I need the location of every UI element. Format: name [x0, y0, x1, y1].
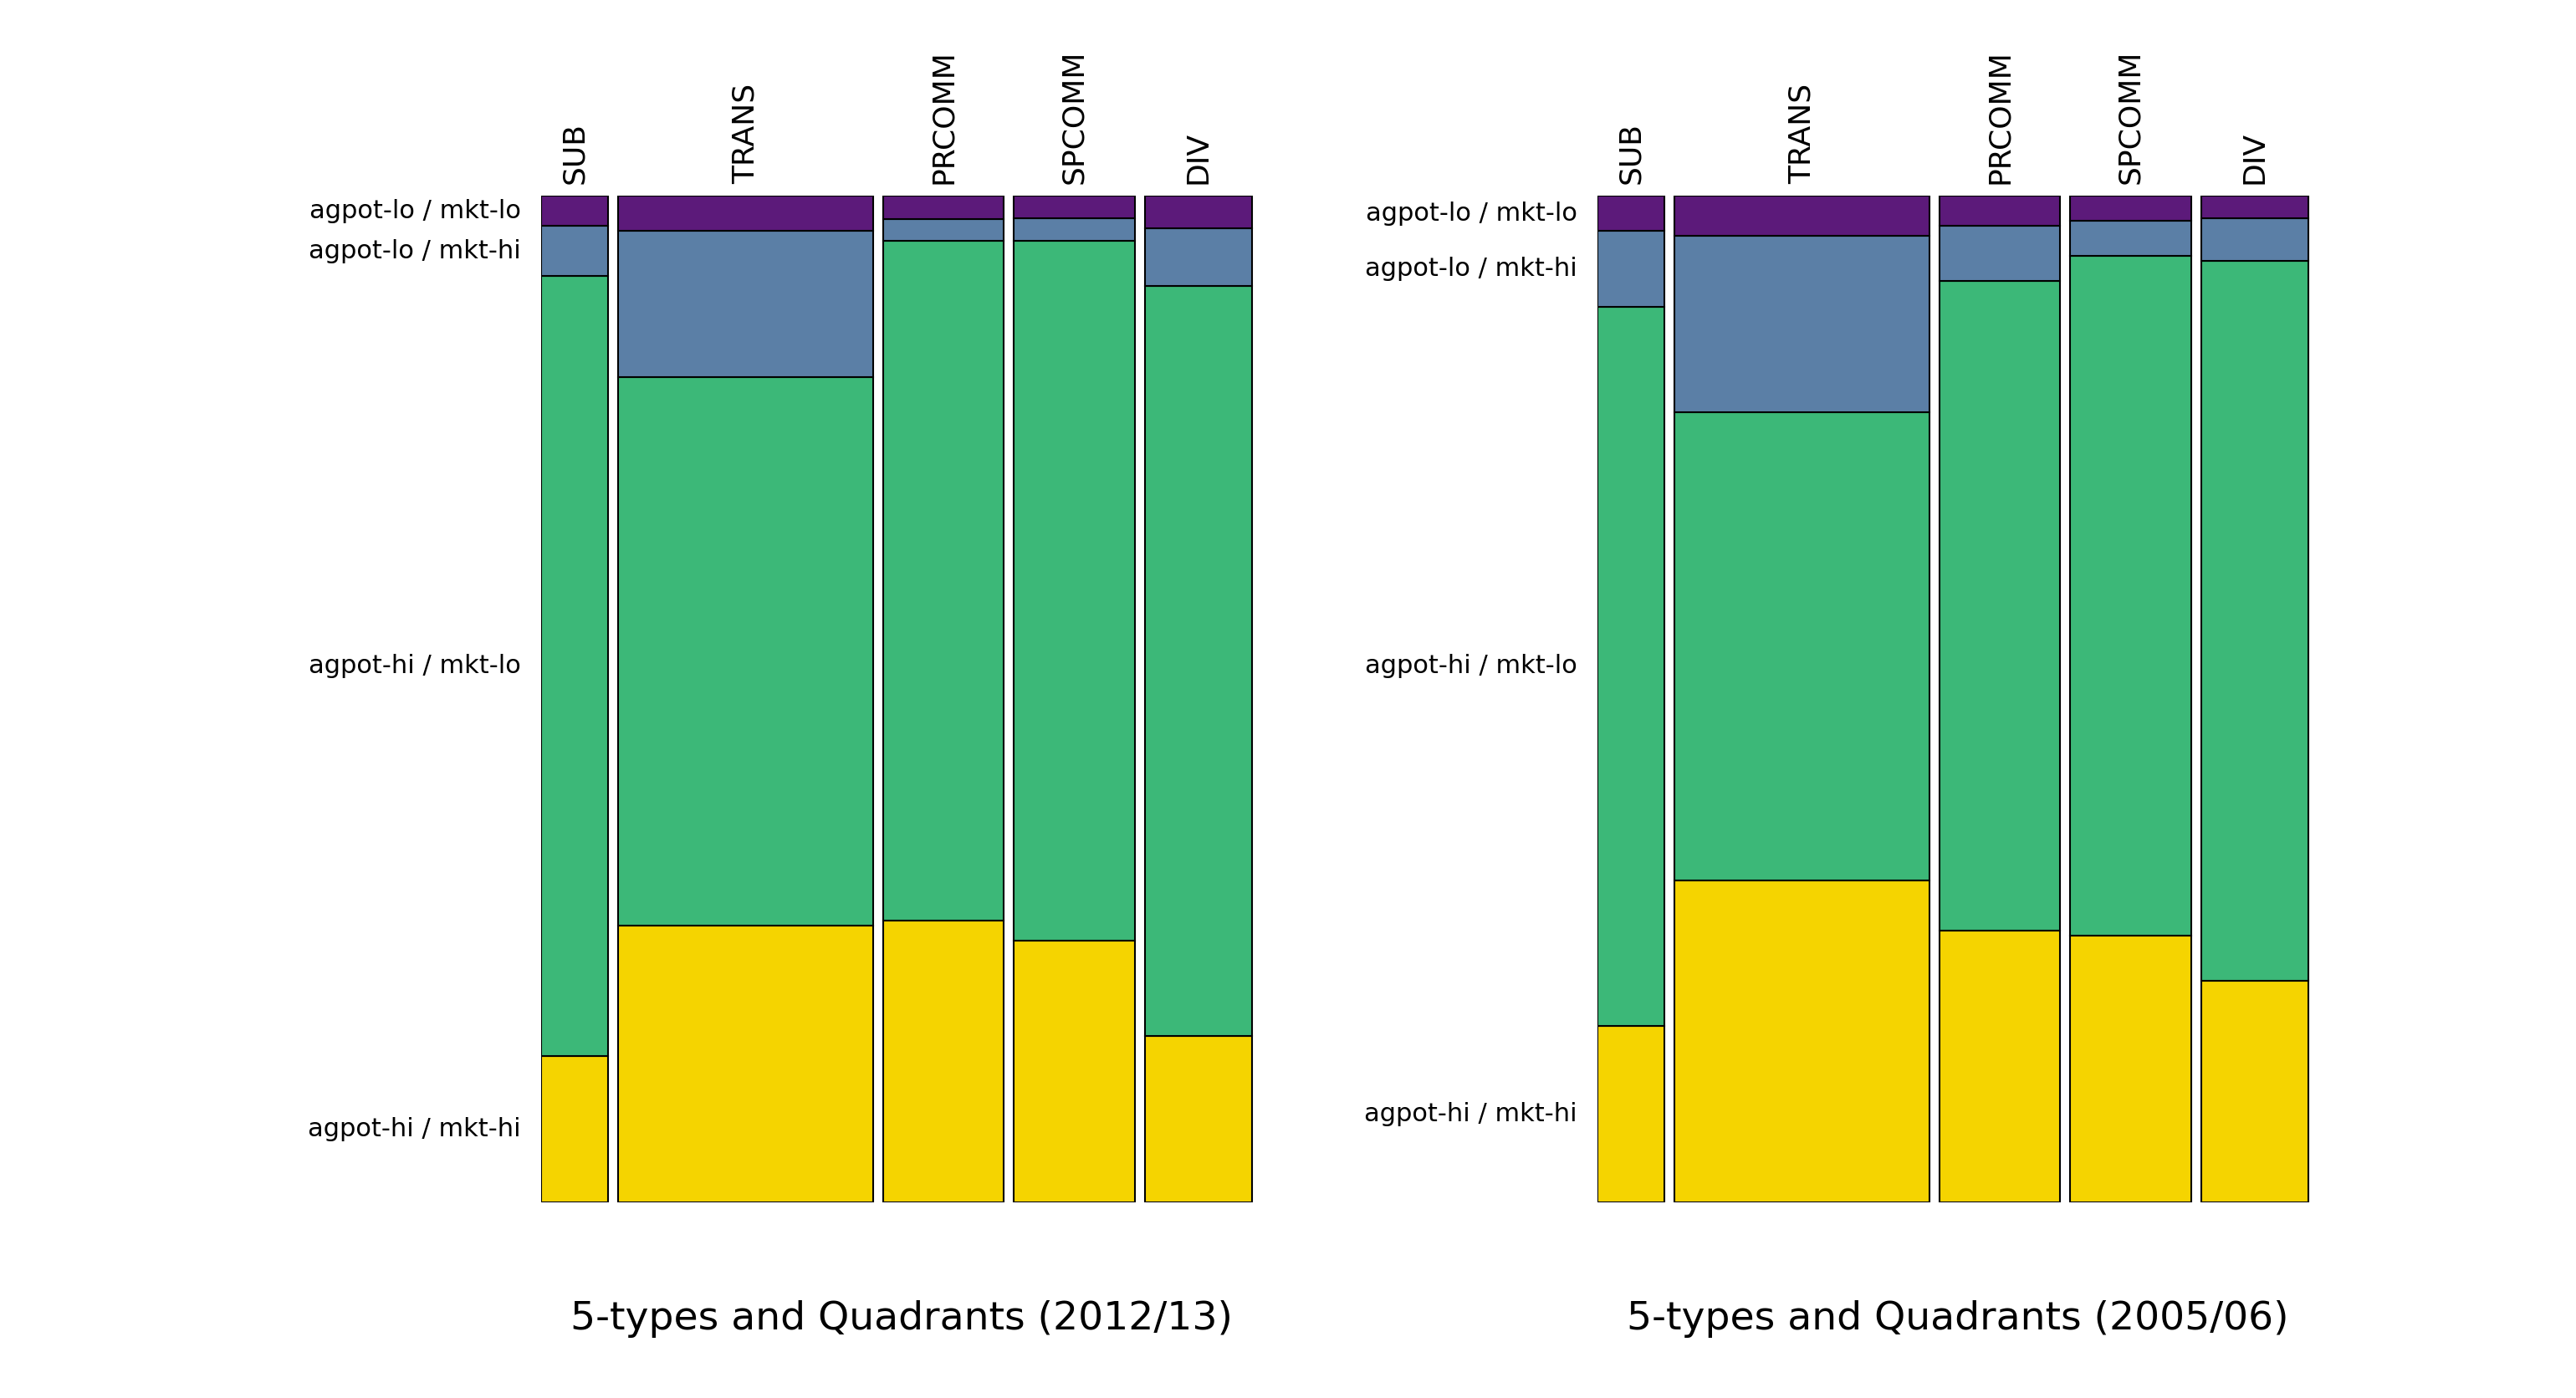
- Bar: [1144, 228, 1252, 287]
- Bar: [1674, 881, 1929, 1202]
- Bar: [1015, 240, 1136, 941]
- Bar: [2071, 935, 2192, 1202]
- Bar: [1597, 306, 1664, 1026]
- Text: agpot-lo / mkt-lo: agpot-lo / mkt-lo: [1365, 201, 1577, 225]
- Text: agpot-lo / mkt-hi: agpot-lo / mkt-hi: [1365, 257, 1577, 281]
- Bar: [1597, 1026, 1664, 1202]
- Bar: [1940, 226, 2061, 281]
- Bar: [1940, 196, 2061, 226]
- Bar: [618, 377, 873, 925]
- Text: 5-types and Quadrants (2005/06): 5-types and Quadrants (2005/06): [1628, 1300, 2287, 1338]
- Bar: [2071, 221, 2192, 256]
- Bar: [884, 196, 1005, 219]
- Text: agpot-hi / mkt-lo: agpot-hi / mkt-lo: [1365, 654, 1577, 678]
- Bar: [884, 920, 1005, 1202]
- Bar: [1674, 236, 1929, 412]
- Bar: [2200, 218, 2308, 261]
- Bar: [884, 219, 1005, 240]
- Bar: [541, 277, 608, 1057]
- Bar: [618, 925, 873, 1202]
- Bar: [1144, 1036, 1252, 1202]
- Bar: [618, 231, 873, 377]
- Bar: [1015, 218, 1136, 240]
- Bar: [884, 240, 1005, 920]
- Bar: [541, 226, 608, 277]
- Bar: [1940, 931, 2061, 1202]
- Text: agpot-hi / mkt-lo: agpot-hi / mkt-lo: [309, 654, 520, 678]
- Text: agpot-hi / mkt-hi: agpot-hi / mkt-hi: [1365, 1102, 1577, 1127]
- Bar: [2200, 981, 2308, 1202]
- Bar: [2200, 196, 2308, 218]
- Bar: [1015, 196, 1136, 218]
- Text: 5-types and Quadrants (2012/13): 5-types and Quadrants (2012/13): [569, 1300, 1234, 1338]
- Bar: [1940, 281, 2061, 931]
- Bar: [541, 1057, 608, 1202]
- Bar: [1597, 196, 1664, 231]
- Bar: [2071, 256, 2192, 935]
- Bar: [1674, 412, 1929, 881]
- Text: agpot-lo / mkt-hi: agpot-lo / mkt-hi: [309, 239, 520, 263]
- Bar: [541, 196, 608, 226]
- Bar: [1674, 196, 1929, 236]
- Bar: [1597, 231, 1664, 306]
- Text: agpot-lo / mkt-lo: agpot-lo / mkt-lo: [309, 199, 520, 222]
- Bar: [2200, 261, 2308, 981]
- Bar: [1144, 196, 1252, 228]
- Bar: [618, 196, 873, 231]
- Bar: [1015, 941, 1136, 1202]
- Bar: [2071, 196, 2192, 221]
- Text: agpot-hi / mkt-hi: agpot-hi / mkt-hi: [309, 1117, 520, 1141]
- Bar: [1144, 287, 1252, 1036]
